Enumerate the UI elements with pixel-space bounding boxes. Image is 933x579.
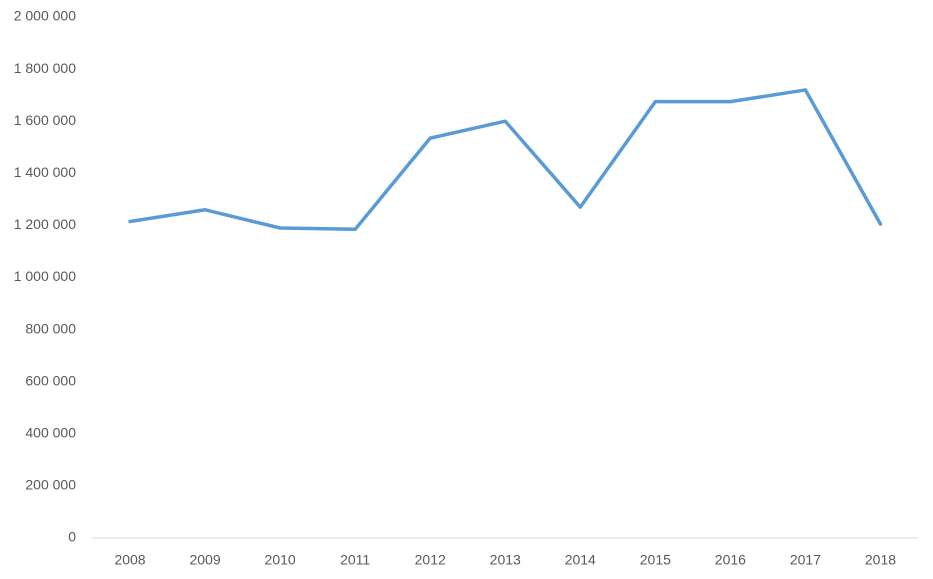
y-tick-label: 1 200 000 [14,216,76,232]
x-tick-label: 2014 [565,552,596,568]
x-tick-label: 2018 [865,552,896,568]
x-tick-label: 2012 [415,552,446,568]
y-tick-label: 600 000 [25,372,76,388]
y-tick-label: 0 [68,529,76,545]
x-tick-label: 2017 [790,552,821,568]
x-tick-label: 2016 [715,552,746,568]
x-tick-label: 2015 [640,552,671,568]
x-tick-label: 2010 [265,552,296,568]
y-tick-label: 200 000 [25,477,76,493]
y-tick-label: 1 000 000 [14,268,76,284]
data-line [128,88,883,232]
y-tick-label: 2 000 000 [14,8,76,24]
y-tick-label: 1 600 000 [14,112,76,128]
y-tick-label: 1 800 000 [14,60,76,76]
x-tick-label: 2008 [114,552,145,568]
y-tick-label: 1 400 000 [14,164,76,180]
y-tick-label: 400 000 [25,425,76,441]
y-tick-label: 800 000 [25,320,76,336]
x-tick-label: 2009 [189,552,220,568]
x-tick-label: 2013 [490,552,521,568]
x-tick-label: 2011 [340,552,370,568]
